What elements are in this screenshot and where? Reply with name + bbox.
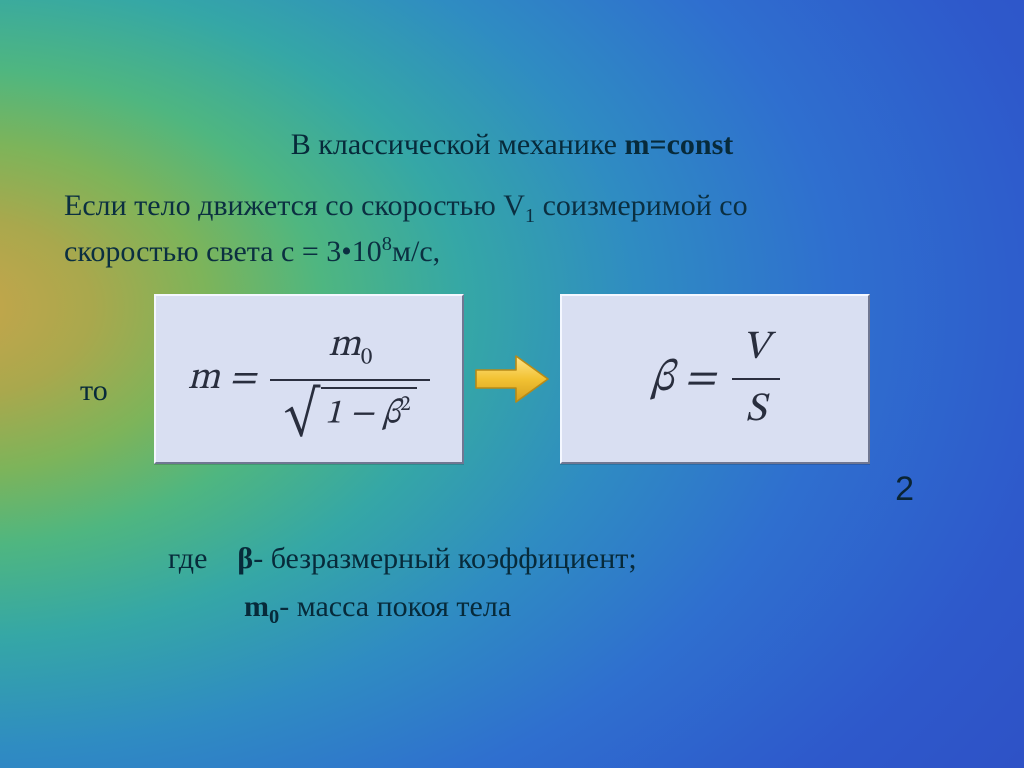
legend1-sym: β (237, 542, 253, 575)
f2-numerator: V (738, 323, 773, 373)
slide: В классической механике m=const Если тел… (0, 0, 1024, 768)
legend-m0: m0- масса покоя тела (244, 590, 511, 629)
formula-row: m = m0 √ 1 − β2 (0, 294, 1024, 464)
formula-beta-panel: β = V S (560, 294, 870, 464)
f1-denominator: √ 1 − β2 (284, 387, 417, 436)
f1-num-base: m (328, 327, 360, 365)
f2-lhs: β = (650, 352, 715, 407)
radical-icon: √ (284, 399, 319, 430)
formula-mass-panel: m = m0 √ 1 − β2 (154, 294, 464, 464)
legend2-rest: - масса покоя тела (279, 590, 511, 623)
f1-lhs: m = (188, 355, 257, 403)
legend2-sym-sub: 0 (269, 606, 279, 628)
legend-beta: где β- безразмерный коэффициент; (168, 542, 637, 576)
formula-mass: m = m0 √ 1 − β2 (188, 322, 431, 436)
f1-fraction: m0 √ 1 − β2 (270, 322, 430, 436)
title-line: В классической механике m=const (0, 128, 1024, 162)
f1-numerator: m0 (322, 322, 378, 377)
f2-fraction: V S (732, 323, 780, 435)
p-l2a: скоростью света с = 3•10 (64, 235, 382, 268)
f2-denominator: S (742, 385, 770, 435)
arrow-right-icon (464, 350, 560, 408)
legend2-sym-a: m (244, 590, 269, 623)
f1-num-sub: 0 (361, 346, 373, 370)
paragraph: Если тело движется со скоростью V1 соизм… (64, 186, 984, 272)
legend2-sym: m0 (244, 590, 279, 623)
legend1-prefix: где (168, 542, 237, 575)
f2-fraction-bar (732, 378, 780, 380)
slide-number: 2 (895, 470, 914, 509)
legend1-rest: - безразмерный коэффициент; (253, 542, 637, 575)
p-l1b: соизмеримой со (535, 189, 748, 222)
title-bold: m=const (624, 128, 733, 161)
f1-fraction-bar (270, 379, 430, 381)
p-l2-sup: 8 (382, 233, 392, 255)
f1-radicand: 1 − β2 (321, 387, 417, 436)
p-l2b: м/с, (392, 235, 440, 268)
f1-rad-sup: 2 (400, 395, 410, 416)
formula-beta: β = V S (650, 323, 779, 435)
title-prefix: В классической механике (291, 128, 625, 161)
f1-rad-a: 1 − β (325, 397, 400, 431)
p-l1-sub: 1 (525, 205, 535, 227)
p-l1a: Если тело движется со скоростью V (64, 189, 525, 222)
